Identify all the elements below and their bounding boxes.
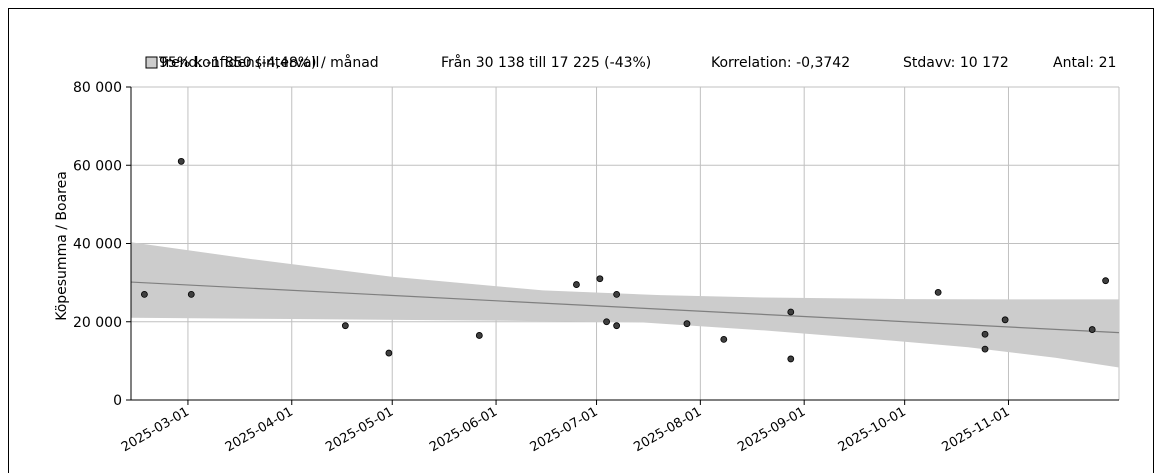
x-tick-labels: 2025-03-01 2025-04-01 2025-05-01 2025-06-01… [119,404,1012,455]
data-point [177,157,185,165]
legend-stdev-text: Stdavv: 10 172 [903,55,1009,71]
axes [126,86,1119,405]
y-axis-label: Köpesumma / Boarea [54,171,70,321]
x-tick-label: 2025-03-01 [119,404,192,455]
data-point [787,308,795,316]
data-point [341,322,349,330]
y-tick-label: 0 [113,393,122,409]
data-point [603,318,610,326]
legend-confidence-swatch [145,56,158,69]
legend-confidence-label: 95% konfidensintervall [159,55,319,71]
x-tick-label: 2025-06-01 [427,404,500,455]
data-point [1001,316,1009,324]
data-point [787,355,795,363]
data-point [1088,326,1096,333]
grid-lines [131,86,1120,401]
x-tick-label: 2025-11-01 [940,404,1013,455]
y-tick-label: 40 000 [73,237,122,253]
y-tick-label: 20 000 [73,315,122,331]
data-point [720,335,728,343]
x-tick-label: 2025-04-01 [223,404,296,455]
y-tick-label: 80 000 [73,80,122,96]
data-point [934,289,942,296]
x-tick-label: 2025-05-01 [323,404,396,455]
data-points [140,157,1110,363]
x-tick-label: 2025-07-01 [528,404,601,455]
data-point [613,322,621,330]
y-tick-labels: 0 20 000 40 000 60 000 80 000 [73,80,122,409]
chart-frame [8,8,1154,473]
legend-trend-label: Trend: -1 850 (-4,48%) / månad [158,54,379,71]
legend-range-text: Från 30 138 till 17 225 (-43%) [441,54,651,71]
confidence-band [131,242,1119,368]
data-point [475,332,483,339]
trend-line [130,281,1120,334]
y-tick-label: 60 000 [73,158,122,174]
x-tick-label: 2025-08-01 [631,404,704,455]
data-point [1102,277,1110,285]
legend-correlation-text: Korrelation: -0,3742 [711,55,850,71]
data-point [981,345,989,353]
data-point [385,349,393,357]
data-point [683,320,691,328]
data-point [596,275,604,283]
legend-count-text: Antal: 21 [1053,55,1116,71]
data-point [573,281,580,288]
data-point [981,330,989,338]
x-tick-label: 2025-10-01 [836,404,909,455]
x-tick-label: 2025-09-01 [735,404,808,455]
legend: 95% konfidensintervall Trend: -1 850 (-4… [145,54,1116,71]
data-point [613,290,621,298]
data-point [140,290,148,298]
data-point [187,290,195,298]
